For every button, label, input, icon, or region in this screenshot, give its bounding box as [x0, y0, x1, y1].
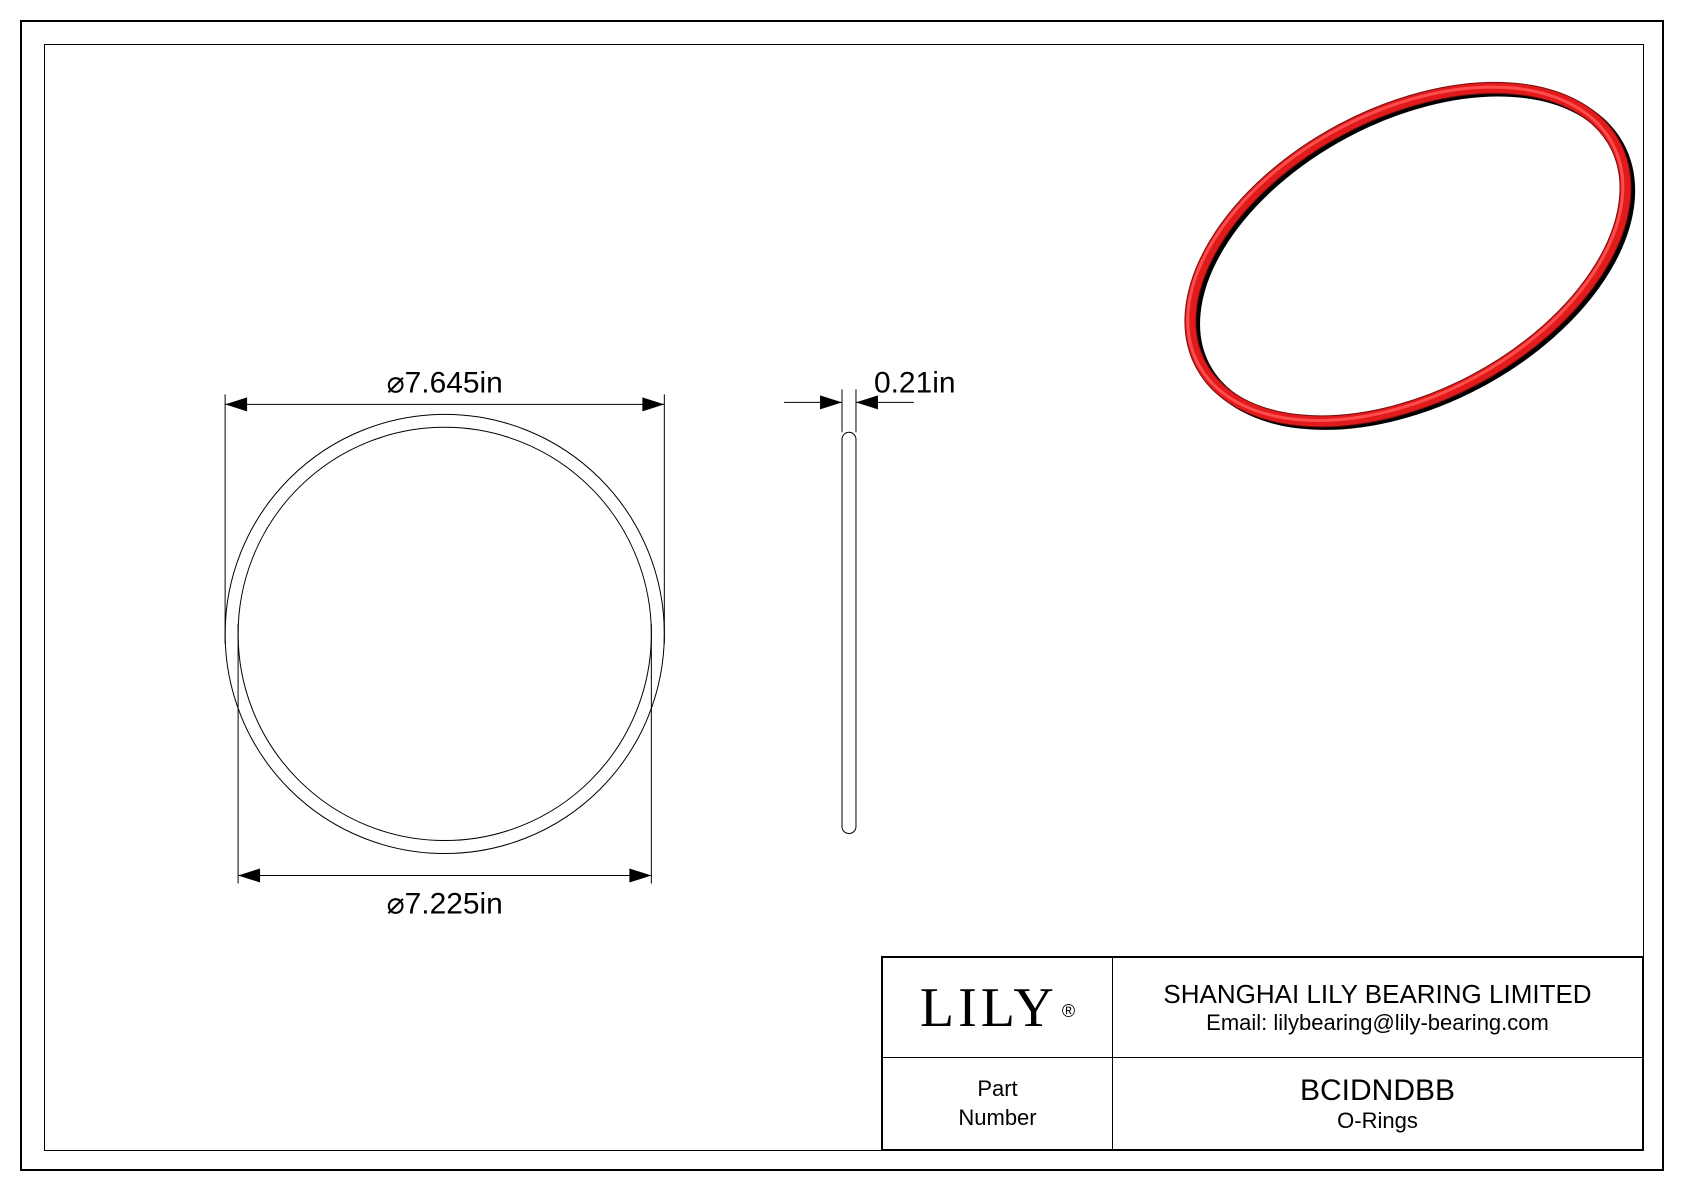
product-type: O-Rings [1131, 1108, 1624, 1134]
title-block: LILY® SHANGHAI LILY BEARING LIMITED Emai… [881, 956, 1643, 1150]
iso-view [1132, 45, 1643, 494]
part-label-cell: Part Number [883, 1058, 1113, 1150]
inner-dia-label: ⌀7.225in [387, 887, 503, 920]
outer-dia-dimension: ⌀7.645in [225, 366, 664, 644]
company-email: Email: lilybearing@lily-bearing.com [1131, 1010, 1624, 1036]
side-view: 0.21in [784, 366, 955, 833]
inner-circle [238, 427, 651, 840]
part-label-line1: Part [977, 1076, 1017, 1101]
outer-dia-label: ⌀7.645in [387, 366, 503, 399]
logo-text: LILY [920, 977, 1058, 1039]
inner-dia-dimension: ⌀7.225in [238, 624, 651, 920]
part-number-cell: BCIDNDBB O-Rings [1113, 1058, 1643, 1150]
logo-cell: LILY® [883, 958, 1113, 1058]
thickness-label: 0.21in [874, 366, 956, 399]
part-label-line2: Number [958, 1105, 1036, 1130]
outer-circle [225, 414, 664, 853]
side-profile [842, 432, 856, 833]
thickness-dimension: 0.21in [784, 366, 955, 432]
part-number: BCIDNDBB [1131, 1074, 1624, 1108]
company-name: SHANGHAI LILY BEARING LIMITED [1131, 979, 1624, 1010]
company-cell: SHANGHAI LILY BEARING LIMITED Email: lil… [1113, 958, 1643, 1058]
registered-mark: ® [1062, 1001, 1075, 1021]
front-view: ⌀7.645in ⌀7.225in [225, 366, 664, 920]
